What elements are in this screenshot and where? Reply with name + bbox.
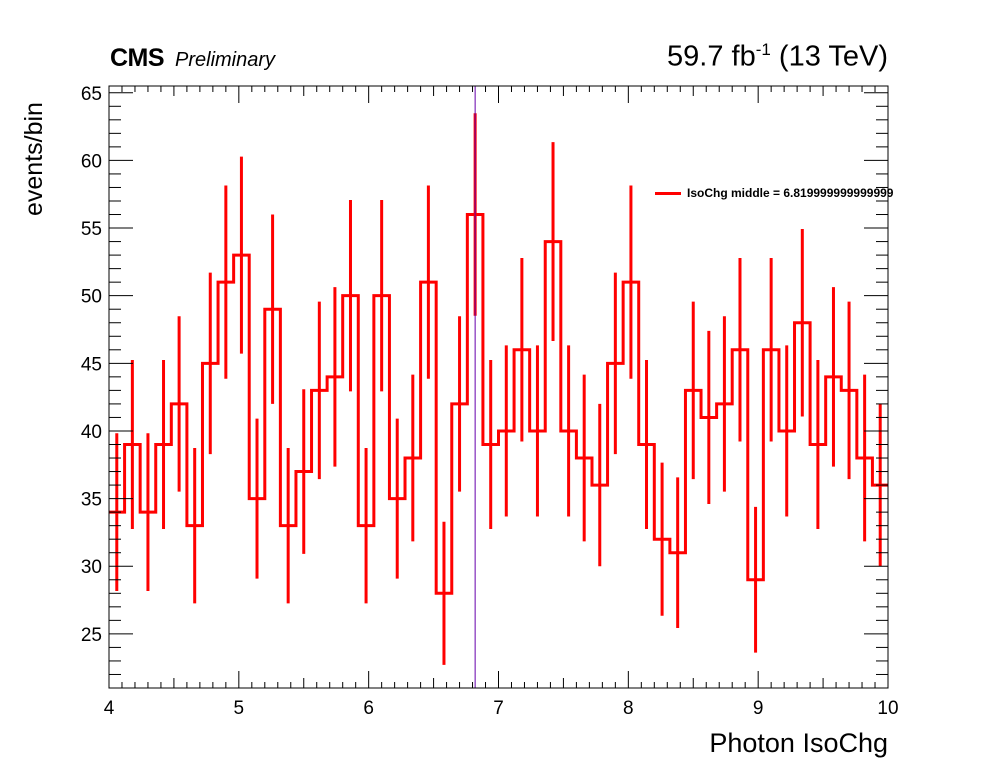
step-histogram (109, 213, 888, 595)
y-tick-label: 40 (81, 422, 102, 443)
legend: IsoChg middle = 6.819999999999999 (655, 186, 893, 200)
y-tick-label: 65 (81, 84, 102, 105)
y-tick-label: 55 (81, 219, 102, 240)
lumi-exponent: -1 (755, 40, 771, 59)
x-tick-label: 7 (493, 698, 504, 719)
y-tick-label: 30 (81, 557, 102, 578)
x-tick-label: 8 (623, 698, 634, 719)
legend-entry: IsoChg middle = 6.819999999999999 (687, 186, 894, 200)
y-tick-label: 45 (81, 354, 102, 375)
x-tick-label: 10 (877, 698, 898, 719)
lumi-energy: (13 TeV) (778, 40, 888, 73)
x-tick-label: 5 (234, 698, 245, 719)
histogram-steps (109, 213, 888, 595)
x-tick-label: 9 (753, 698, 764, 719)
y-tick-label: 60 (81, 151, 102, 172)
x-axis-title: Photon IsoChg (709, 728, 888, 758)
luminosity-label: 59.7 fb-1 (13 TeV) (667, 40, 888, 74)
y-tick-label: 50 (81, 287, 102, 308)
y-tick-label: 25 (81, 625, 102, 646)
y-tick-label: 35 (81, 490, 102, 511)
legend-swatch (655, 191, 681, 195)
status-label: Preliminary (175, 49, 276, 71)
lumi-value: 59.7 fb (667, 40, 756, 73)
x-tick-label: 6 (363, 698, 374, 719)
y-axis-title: events/bin (20, 102, 48, 216)
experiment-label: CMS (110, 44, 165, 72)
axis-ticks (108, 86, 889, 689)
x-tick-label: 4 (104, 698, 115, 719)
